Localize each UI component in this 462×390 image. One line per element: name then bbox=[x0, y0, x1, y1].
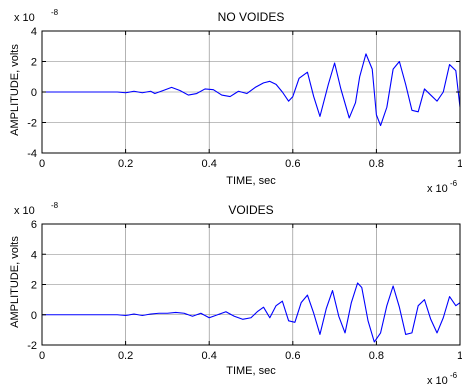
subplot-bottom-y-tick-label: 6 bbox=[31, 219, 37, 231]
subplot-bottom-x-tick-label: 1 bbox=[457, 350, 462, 362]
subplot-top-x-tick-label: 0.8 bbox=[369, 158, 384, 170]
subplot-top-x-tick-label: 0.6 bbox=[285, 158, 300, 170]
subplot-top-x-exponent: -6 bbox=[450, 179, 458, 188]
subplot-bottom-y-multiplier: x 10 bbox=[14, 205, 35, 217]
subplot-bottom-series-line bbox=[42, 282, 461, 343]
subplot-top-x-tick-label: 0.2 bbox=[118, 158, 133, 170]
subplot-top-series-line bbox=[42, 53, 461, 127]
subplot-top-title: NO VOIDES bbox=[218, 10, 285, 24]
subplot-top-y-tick-label: -2 bbox=[27, 118, 37, 130]
subplot-bottom-title: VOIDES bbox=[228, 203, 273, 217]
subplot-top-y-tick-label: 2 bbox=[31, 57, 37, 69]
subplot-bottom-y-tick-label: 2 bbox=[31, 280, 37, 292]
subplot-bottom-y-tick-label: 4 bbox=[31, 249, 37, 261]
subplot-top-y-multiplier: x 10 bbox=[14, 12, 35, 24]
subplot-bottom-y-tick-label: 0 bbox=[31, 310, 37, 322]
subplot-top: NO VOIDES x 10 -8 x 10 -6 TIME, sec AMPL… bbox=[9, 8, 462, 195]
subplot-bottom-x-tick-label: 0.8 bbox=[369, 350, 384, 362]
subplot-bottom-x-axis-label: TIME, sec bbox=[226, 365, 276, 377]
subplot-top-x-tick-label: 0 bbox=[39, 158, 45, 170]
subplot-top-x-tick-label: 1 bbox=[457, 158, 462, 170]
subplot-bottom: VOIDES x 10 -8 x 10 -6 TIME, sec AMPLITU… bbox=[9, 201, 462, 387]
subplot-bottom-x-multiplier: x 10 bbox=[427, 375, 448, 387]
subplot-top-y-tick-label: 4 bbox=[31, 26, 37, 38]
subplot-top-y-axis-label: AMPLITUDE, volts bbox=[9, 44, 21, 136]
subplot-top-y-tick-label: 0 bbox=[31, 87, 37, 99]
subplot-bottom-x-exponent: -6 bbox=[450, 371, 458, 380]
subplot-bottom-y-tick-label: -2 bbox=[27, 340, 37, 352]
subplot-top-x-multiplier: x 10 bbox=[427, 183, 448, 195]
subplot-bottom-y-exponent: -8 bbox=[51, 201, 59, 210]
subplot-top-y-exponent: -8 bbox=[51, 8, 59, 17]
subplot-bottom-x-tick-label: 0 bbox=[39, 350, 45, 362]
subplot-bottom-x-tick-label: 0.4 bbox=[202, 350, 217, 362]
subplot-top-x-axis-label: TIME, sec bbox=[226, 175, 276, 187]
subplot-bottom-x-tick-label: 0.6 bbox=[285, 350, 300, 362]
subplot-top-x-tick-label: 0.4 bbox=[202, 158, 217, 170]
subplot-bottom-y-axis-label: AMPLITUDE, volts bbox=[9, 236, 21, 328]
subplot-top-y-tick-label: -4 bbox=[27, 148, 37, 160]
subplot-bottom-x-tick-label: 0.2 bbox=[118, 350, 133, 362]
